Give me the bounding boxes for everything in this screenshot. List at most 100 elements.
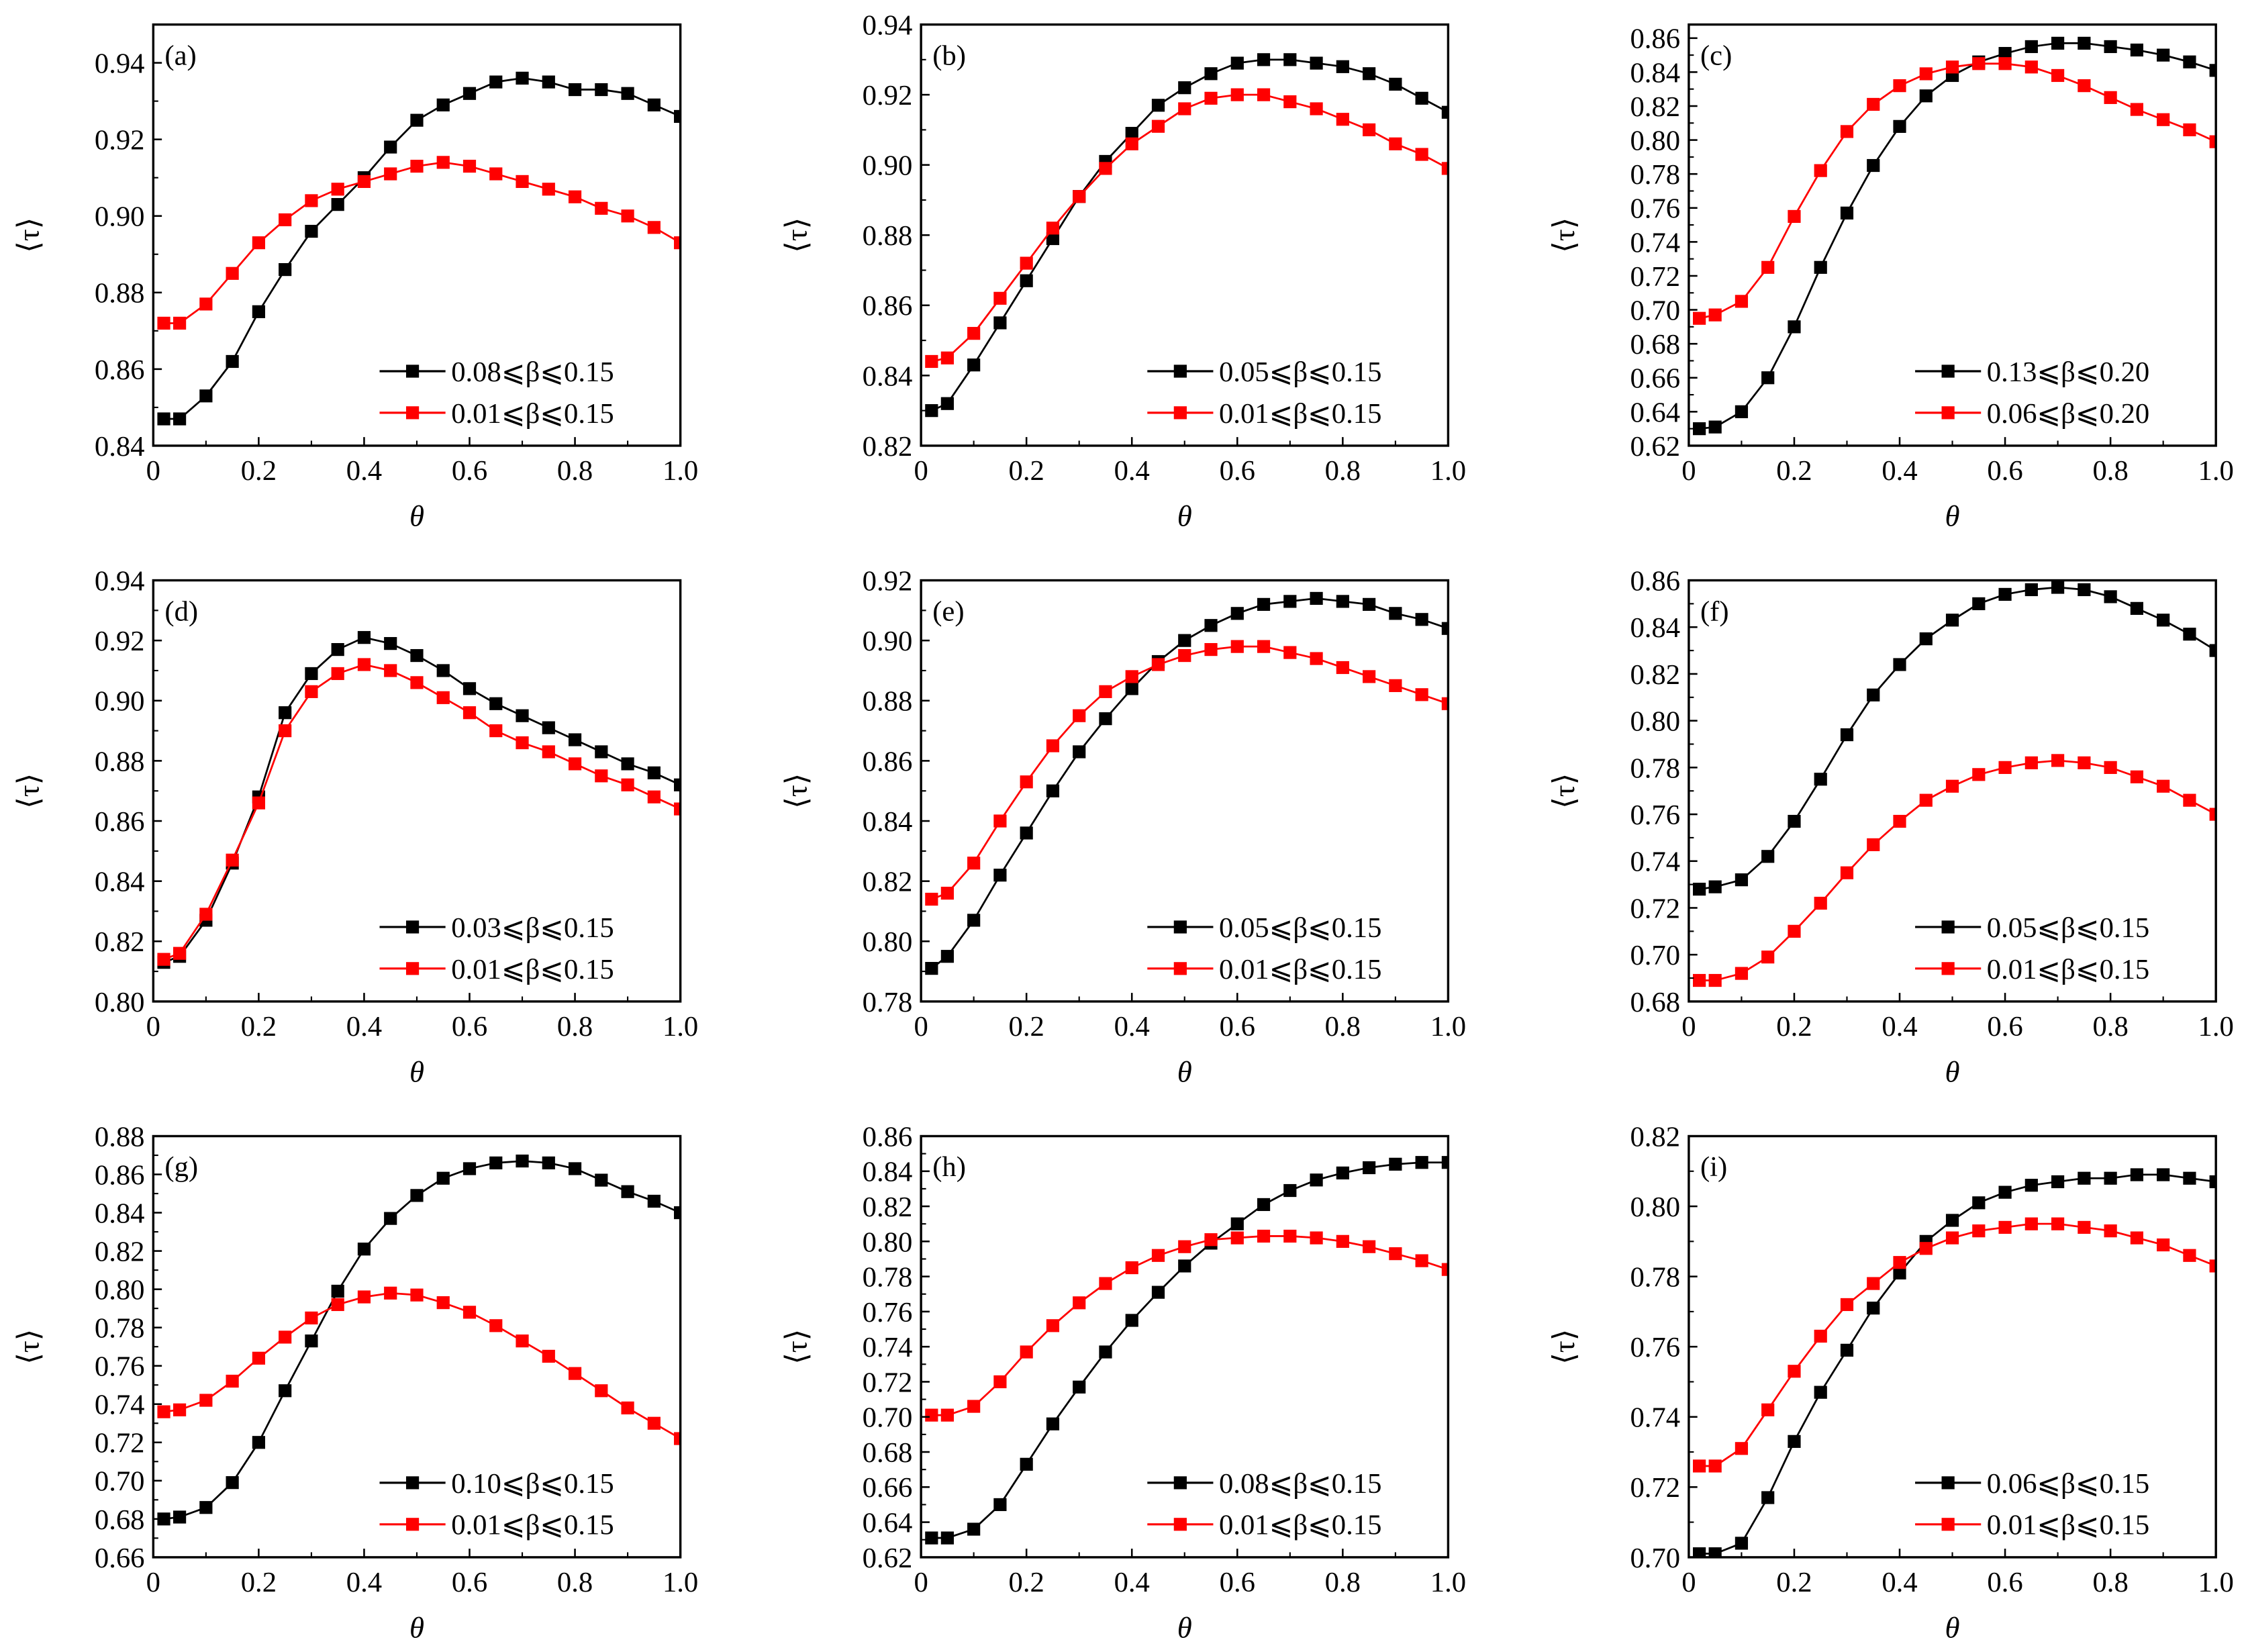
y-tick-label: 0.92 (863, 565, 913, 597)
legend-item: 0.05⩽β⩽0.15 (1915, 912, 2149, 944)
x-tick-label: 0.8 (1325, 1567, 1361, 1598)
data-point-marker (2078, 583, 2091, 597)
data-point-marker (2104, 1171, 2117, 1185)
data-point-marker (2157, 779, 2170, 793)
data-point-marker (1230, 88, 1244, 101)
y-tick-label: 0.86 (1630, 23, 1680, 55)
data-point-marker (1693, 422, 1706, 436)
data-point-marker (173, 946, 187, 960)
data-point-marker (940, 397, 954, 410)
legend-label: 0.01⩽β⩽0.15 (1987, 954, 2149, 985)
data-point-marker (357, 1290, 371, 1304)
legend-item: 0.10⩽β⩽0.15 (379, 1468, 614, 1500)
x-tick-label: 0.2 (1776, 1011, 1812, 1042)
y-tick-label: 0.82 (1630, 91, 1680, 123)
data-point-marker (279, 724, 292, 738)
data-point-marker (1998, 1220, 2012, 1234)
y-tick-label: 0.86 (863, 1121, 913, 1153)
data-point-marker (1178, 81, 1191, 95)
data-point-marker (967, 358, 981, 372)
legend-marker (1173, 1518, 1187, 1531)
data-point-marker (1972, 597, 1986, 610)
data-point-marker (157, 412, 170, 426)
data-point-marker (1125, 127, 1138, 140)
data-point-marker (305, 1334, 318, 1348)
data-point-marker (1046, 1417, 1060, 1430)
data-point-marker (1972, 1196, 1986, 1210)
data-point-marker (925, 1408, 938, 1422)
data-point-marker (1441, 622, 1449, 635)
series-line (164, 161, 681, 324)
data-point-marker (1363, 1161, 1376, 1175)
data-point-marker (1204, 642, 1218, 657)
y-tick-label: 0.86 (95, 354, 145, 386)
data-point-marker (925, 354, 938, 369)
data-point-marker (1998, 57, 2012, 70)
data-point-marker (1230, 640, 1244, 653)
legend-label: 0.06⩽β⩽0.20 (1987, 398, 2149, 430)
x-tick-label: 0.2 (1009, 1011, 1044, 1042)
data-point-marker (462, 159, 477, 173)
data-point-marker (1389, 77, 1402, 91)
x-tick-label: 0.4 (1882, 1567, 1917, 1598)
data-point-marker (1363, 67, 1376, 81)
data-point-marker (462, 1306, 477, 1319)
legend-label: 0.05⩽β⩽0.15 (1987, 912, 2149, 944)
y-tick-label: 0.86 (1630, 565, 1680, 597)
data-point-marker (1204, 619, 1218, 632)
data-point-marker (199, 1501, 213, 1514)
legend: 0.08⩽β⩽0.15 0.01⩽β⩽0.15 (379, 356, 614, 430)
data-point-marker (993, 1375, 1007, 1389)
y-tick-label: 0.80 (863, 926, 913, 958)
data-point-marker (647, 790, 661, 804)
data-point-marker (1893, 658, 1906, 671)
data-point-marker (462, 706, 477, 720)
data-point-marker (1693, 1547, 1706, 1557)
data-point-marker (2183, 1249, 2196, 1262)
y-tick-label: 0.74 (1630, 846, 1680, 878)
data-point-marker (1336, 113, 1349, 126)
data-point-marker (252, 305, 265, 318)
y-tick-label: 0.78 (863, 987, 913, 1018)
data-point-marker (1919, 89, 1933, 103)
data-point-marker (542, 75, 555, 89)
data-point-marker (305, 224, 318, 238)
data-point-marker (1073, 709, 1086, 722)
data-point-marker (516, 709, 529, 722)
data-point-marker (993, 291, 1007, 305)
data-point-marker (1178, 1240, 1191, 1253)
legend-marker (1941, 920, 1955, 934)
series-2 (925, 1229, 1449, 1422)
x-tick-label: 1.0 (2198, 1567, 2234, 1598)
y-tick-label: 0.70 (95, 1466, 145, 1498)
data-point-marker (2051, 1175, 2065, 1189)
data-point-marker (331, 183, 344, 196)
y-tick-label: 0.76 (1630, 193, 1680, 225)
panel-i: 0 0.2 0.4 0.6 0.8 1.0 0.70 0.72 0.74 0.76 0.78 0.80… (1547, 1121, 2234, 1644)
data-point-marker (925, 1531, 938, 1545)
data-point-marker (1415, 148, 1428, 161)
data-point-marker (967, 914, 981, 927)
data-point-marker (279, 1384, 292, 1398)
y-tick-label: 0.76 (863, 1297, 913, 1328)
legend-item: 0.06⩽β⩽0.15 (1915, 1468, 2149, 1500)
data-point-marker (1708, 880, 1722, 893)
y-tick-label: 0.78 (1630, 1262, 1680, 1294)
data-point-marker (384, 1286, 397, 1300)
data-point-marker (357, 1243, 371, 1256)
x-tick-label: 0.8 (557, 455, 593, 487)
series-2 (1693, 57, 2216, 325)
data-point-marker (595, 1384, 608, 1398)
data-point-marker (1919, 1242, 1933, 1255)
data-point-marker (1814, 1386, 1827, 1399)
data-point-marker (2183, 55, 2196, 68)
data-point-marker (226, 1374, 239, 1388)
legend-item: 0.01⩽β⩽0.15 (379, 954, 614, 985)
legend: 0.06⩽β⩽0.15 0.01⩽β⩽0.15 (1915, 1468, 2149, 1541)
data-point-marker (1840, 1298, 1854, 1312)
data-point-marker (1945, 60, 1959, 74)
data-point-marker (1283, 95, 1297, 109)
data-point-marker (1415, 1156, 1428, 1169)
data-point-marker (967, 857, 981, 870)
data-point-marker (967, 327, 981, 340)
